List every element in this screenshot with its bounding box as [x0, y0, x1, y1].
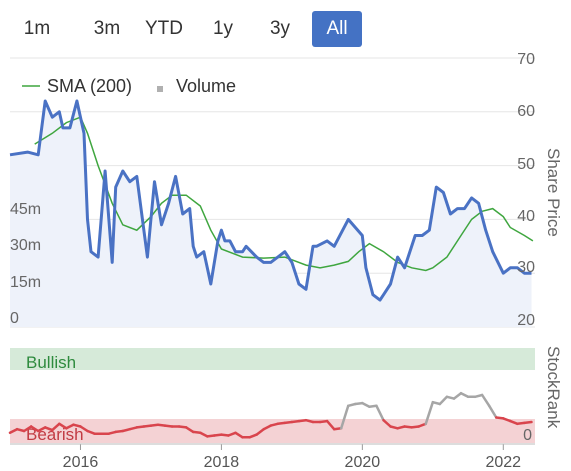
price-line — [9, 99, 532, 302]
range-button-3m[interactable]: 3m — [93, 18, 121, 39]
stockrank-segment — [382, 418, 392, 428]
stockrank-segment — [262, 424, 272, 431]
stockrank-segment — [438, 395, 449, 406]
stockrank-segment — [325, 419, 336, 431]
stockrank-tick-label: 0 — [523, 427, 532, 444]
x-tick-label: 2016 — [63, 454, 99, 471]
volume-tick-label: 30m — [10, 237, 41, 254]
legend-volume-swatch — [157, 86, 163, 92]
x-tick-label: 2020 — [345, 454, 381, 471]
range-button-3y[interactable]: 3y — [269, 18, 291, 39]
stockrank-segment — [523, 420, 533, 425]
stockrank-segment — [199, 431, 209, 438]
stockrank-segment — [58, 422, 68, 430]
stockrank-segment — [227, 431, 237, 437]
price-tick-label: 40 — [517, 208, 535, 225]
stockrank-segment — [51, 422, 61, 432]
price-tick-label: 20 — [517, 312, 535, 329]
stockrank-segment — [234, 431, 244, 439]
volume-tick-label: 45m — [10, 201, 41, 218]
stockrank-segment — [8, 427, 19, 435]
stockrank-segment — [502, 417, 512, 423]
stockrank-line — [8, 391, 533, 439]
stockrank-segment — [255, 427, 265, 436]
stockrank-segment — [22, 425, 33, 433]
range-button-1y[interactable]: 1y — [212, 18, 234, 39]
price-axis-title: Share Price — [544, 148, 563, 237]
bearish-band — [10, 419, 535, 443]
stockrank-segment — [480, 393, 491, 408]
stockrank-segment — [29, 425, 40, 433]
stockrank-segment — [361, 401, 371, 408]
stockrank-segment — [487, 404, 498, 419]
price-axis: 70 60 50 40 30 20 — [517, 51, 535, 329]
volume-axis: 45m 30m 15m 0 — [10, 201, 41, 327]
bullish-label: Bullish — [26, 353, 76, 372]
legend: SMA (200) Volume — [22, 76, 236, 96]
stockrank-segment — [424, 400, 435, 426]
volume-tick-label: 0 — [10, 310, 19, 327]
price-area-fill — [10, 101, 532, 327]
range-button-ytd[interactable]: YTD — [145, 18, 183, 39]
stockrank-segment — [86, 429, 96, 435]
stockrank-segment — [36, 426, 47, 433]
stockrank-panel: Bullish Bearish 0 StockRank — [8, 346, 563, 444]
x-tick-label: 2022 — [485, 454, 521, 471]
stockrank-segment — [459, 391, 470, 399]
x-tick-label: 2018 — [204, 454, 240, 471]
price-tick-label: 30 — [517, 259, 535, 276]
price-tick-label: 50 — [517, 156, 535, 173]
stockrank-segment — [43, 426, 54, 432]
price-tick-label: 70 — [517, 51, 535, 68]
stockrank-segment — [79, 425, 89, 433]
stockrank-segment — [417, 422, 428, 428]
legend-volume-label: Volume — [176, 76, 236, 96]
range-button-all[interactable]: All — [312, 11, 362, 47]
legend-sma-label: SMA (200) — [47, 76, 132, 96]
price-tick-label: 60 — [517, 103, 535, 120]
stockrank-segment — [248, 433, 258, 439]
volume-tick-label: 15m — [10, 274, 41, 291]
stockrank-segment — [339, 404, 350, 430]
bullish-band — [10, 348, 535, 370]
stockrank-axis-title: StockRank — [544, 346, 563, 429]
stockrank-segment — [375, 404, 385, 422]
stockrank-segment — [184, 426, 195, 434]
stockrank-segment — [509, 419, 519, 426]
stockrank-segment — [65, 423, 75, 430]
x-ticks — [10, 443, 535, 450]
stockrank-segment — [452, 391, 463, 400]
x-axis: 2016 2018 2020 2022 — [63, 454, 522, 471]
range-button-1m[interactable]: 1m — [23, 18, 51, 39]
